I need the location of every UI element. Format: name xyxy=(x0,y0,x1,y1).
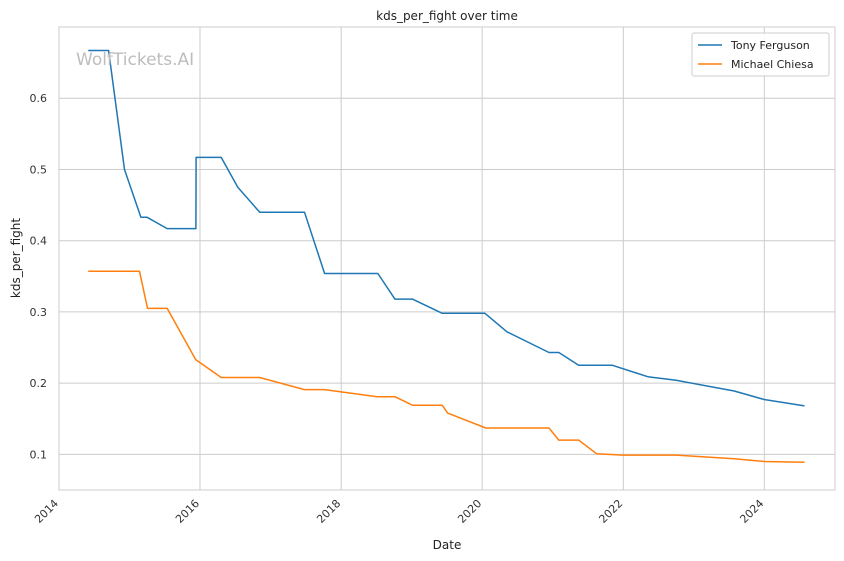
data-point-tony-ferguson xyxy=(195,228,196,229)
data-point-michael-chiesa xyxy=(447,413,448,414)
data-point-michael-chiesa xyxy=(412,405,413,406)
data-point-tony-ferguson xyxy=(578,365,579,366)
data-point-tony-ferguson xyxy=(146,217,147,218)
data-point-tony-ferguson xyxy=(259,212,260,213)
y-tick-label: 0.3 xyxy=(30,306,48,319)
y-axis-title: kds_per_fight xyxy=(9,218,23,299)
data-point-tony-ferguson xyxy=(647,376,648,377)
data-point-tony-ferguson xyxy=(221,157,222,158)
data-point-tony-ferguson xyxy=(377,273,378,274)
y-tick-label: 0.1 xyxy=(30,448,48,461)
data-point-tony-ferguson xyxy=(167,228,168,229)
x-axis-title: Date xyxy=(433,538,462,552)
data-point-michael-chiesa xyxy=(147,308,148,309)
data-point-tony-ferguson xyxy=(507,331,508,332)
data-point-michael-chiesa xyxy=(549,428,550,429)
x-tick-label: 2018 xyxy=(314,497,343,526)
y-tick-label: 0.4 xyxy=(30,235,48,248)
data-point-michael-chiesa xyxy=(485,428,486,429)
data-point-tony-ferguson xyxy=(140,217,141,218)
data-point-michael-chiesa xyxy=(221,377,222,378)
series-line-tony-ferguson xyxy=(88,49,805,407)
data-point-michael-chiesa xyxy=(734,458,735,459)
data-point-tony-ferguson xyxy=(394,299,395,300)
data-point-tony-ferguson xyxy=(196,157,197,158)
chart-title: kds_per_fight over time xyxy=(376,9,518,23)
data-point-tony-ferguson xyxy=(549,352,550,353)
x-tick-label: 2014 xyxy=(32,497,61,526)
x-tick-labels: 2014 2016 2018 2020 2022 2024 xyxy=(32,497,766,526)
data-point-michael-chiesa xyxy=(195,359,196,360)
data-point-michael-chiesa xyxy=(623,455,624,456)
x-tick-label: 2022 xyxy=(596,497,625,526)
data-point-michael-chiesa xyxy=(394,396,395,397)
plot-area-frame xyxy=(58,26,836,491)
data-point-tony-ferguson xyxy=(324,273,325,274)
data-point-michael-chiesa xyxy=(259,377,260,378)
data-point-tony-ferguson xyxy=(558,352,559,353)
data-point-tony-ferguson xyxy=(734,391,735,392)
data-point-michael-chiesa xyxy=(167,308,168,309)
series-line-michael-chiesa xyxy=(88,270,805,463)
x-tick-label: 2024 xyxy=(737,497,766,526)
y-tick-labels: 0.1 0.2 0.3 0.4 0.5 0.6 xyxy=(30,92,48,461)
data-point-michael-chiesa xyxy=(442,405,443,406)
data-point-michael-chiesa xyxy=(578,440,579,441)
data-point-tony-ferguson xyxy=(804,405,805,406)
data-point-tony-ferguson xyxy=(412,299,413,300)
data-point-michael-chiesa xyxy=(804,462,805,463)
data-point-michael-chiesa xyxy=(596,453,597,454)
x-tick-label: 2016 xyxy=(173,497,202,526)
data-point-michael-chiesa xyxy=(304,389,305,390)
y-tick-label: 0.6 xyxy=(30,92,48,105)
grid-lines xyxy=(58,27,835,490)
data-point-michael-chiesa xyxy=(676,455,677,456)
legend: Tony Ferguson Michael Chiesa xyxy=(691,32,830,77)
legend-label-tony-ferguson: Tony Ferguson xyxy=(730,39,810,52)
data-point-tony-ferguson xyxy=(676,380,677,381)
legend-label-michael-chiesa: Michael Chiesa xyxy=(731,58,814,71)
data-point-michael-chiesa xyxy=(377,396,378,397)
data-point-tony-ferguson xyxy=(124,169,125,170)
data-point-michael-chiesa xyxy=(764,461,765,462)
data-point-tony-ferguson xyxy=(612,365,613,366)
y-tick-label: 0.2 xyxy=(30,377,48,390)
data-point-michael-chiesa xyxy=(324,389,325,390)
data-point-tony-ferguson xyxy=(764,399,765,400)
data-point-michael-chiesa xyxy=(139,271,140,272)
watermark: WolfTickets.AI xyxy=(76,50,194,70)
data-point-tony-ferguson xyxy=(442,313,443,314)
data-point-michael-chiesa xyxy=(88,271,89,272)
data-point-tony-ferguson xyxy=(304,212,305,213)
legend-box xyxy=(691,32,830,77)
data-point-michael-chiesa xyxy=(558,440,559,441)
x-tick-label: 2020 xyxy=(455,497,484,526)
data-point-tony-ferguson xyxy=(237,187,238,188)
data-point-tony-ferguson xyxy=(484,313,485,314)
series-lines xyxy=(88,49,805,463)
y-tick-label: 0.5 xyxy=(30,163,48,176)
